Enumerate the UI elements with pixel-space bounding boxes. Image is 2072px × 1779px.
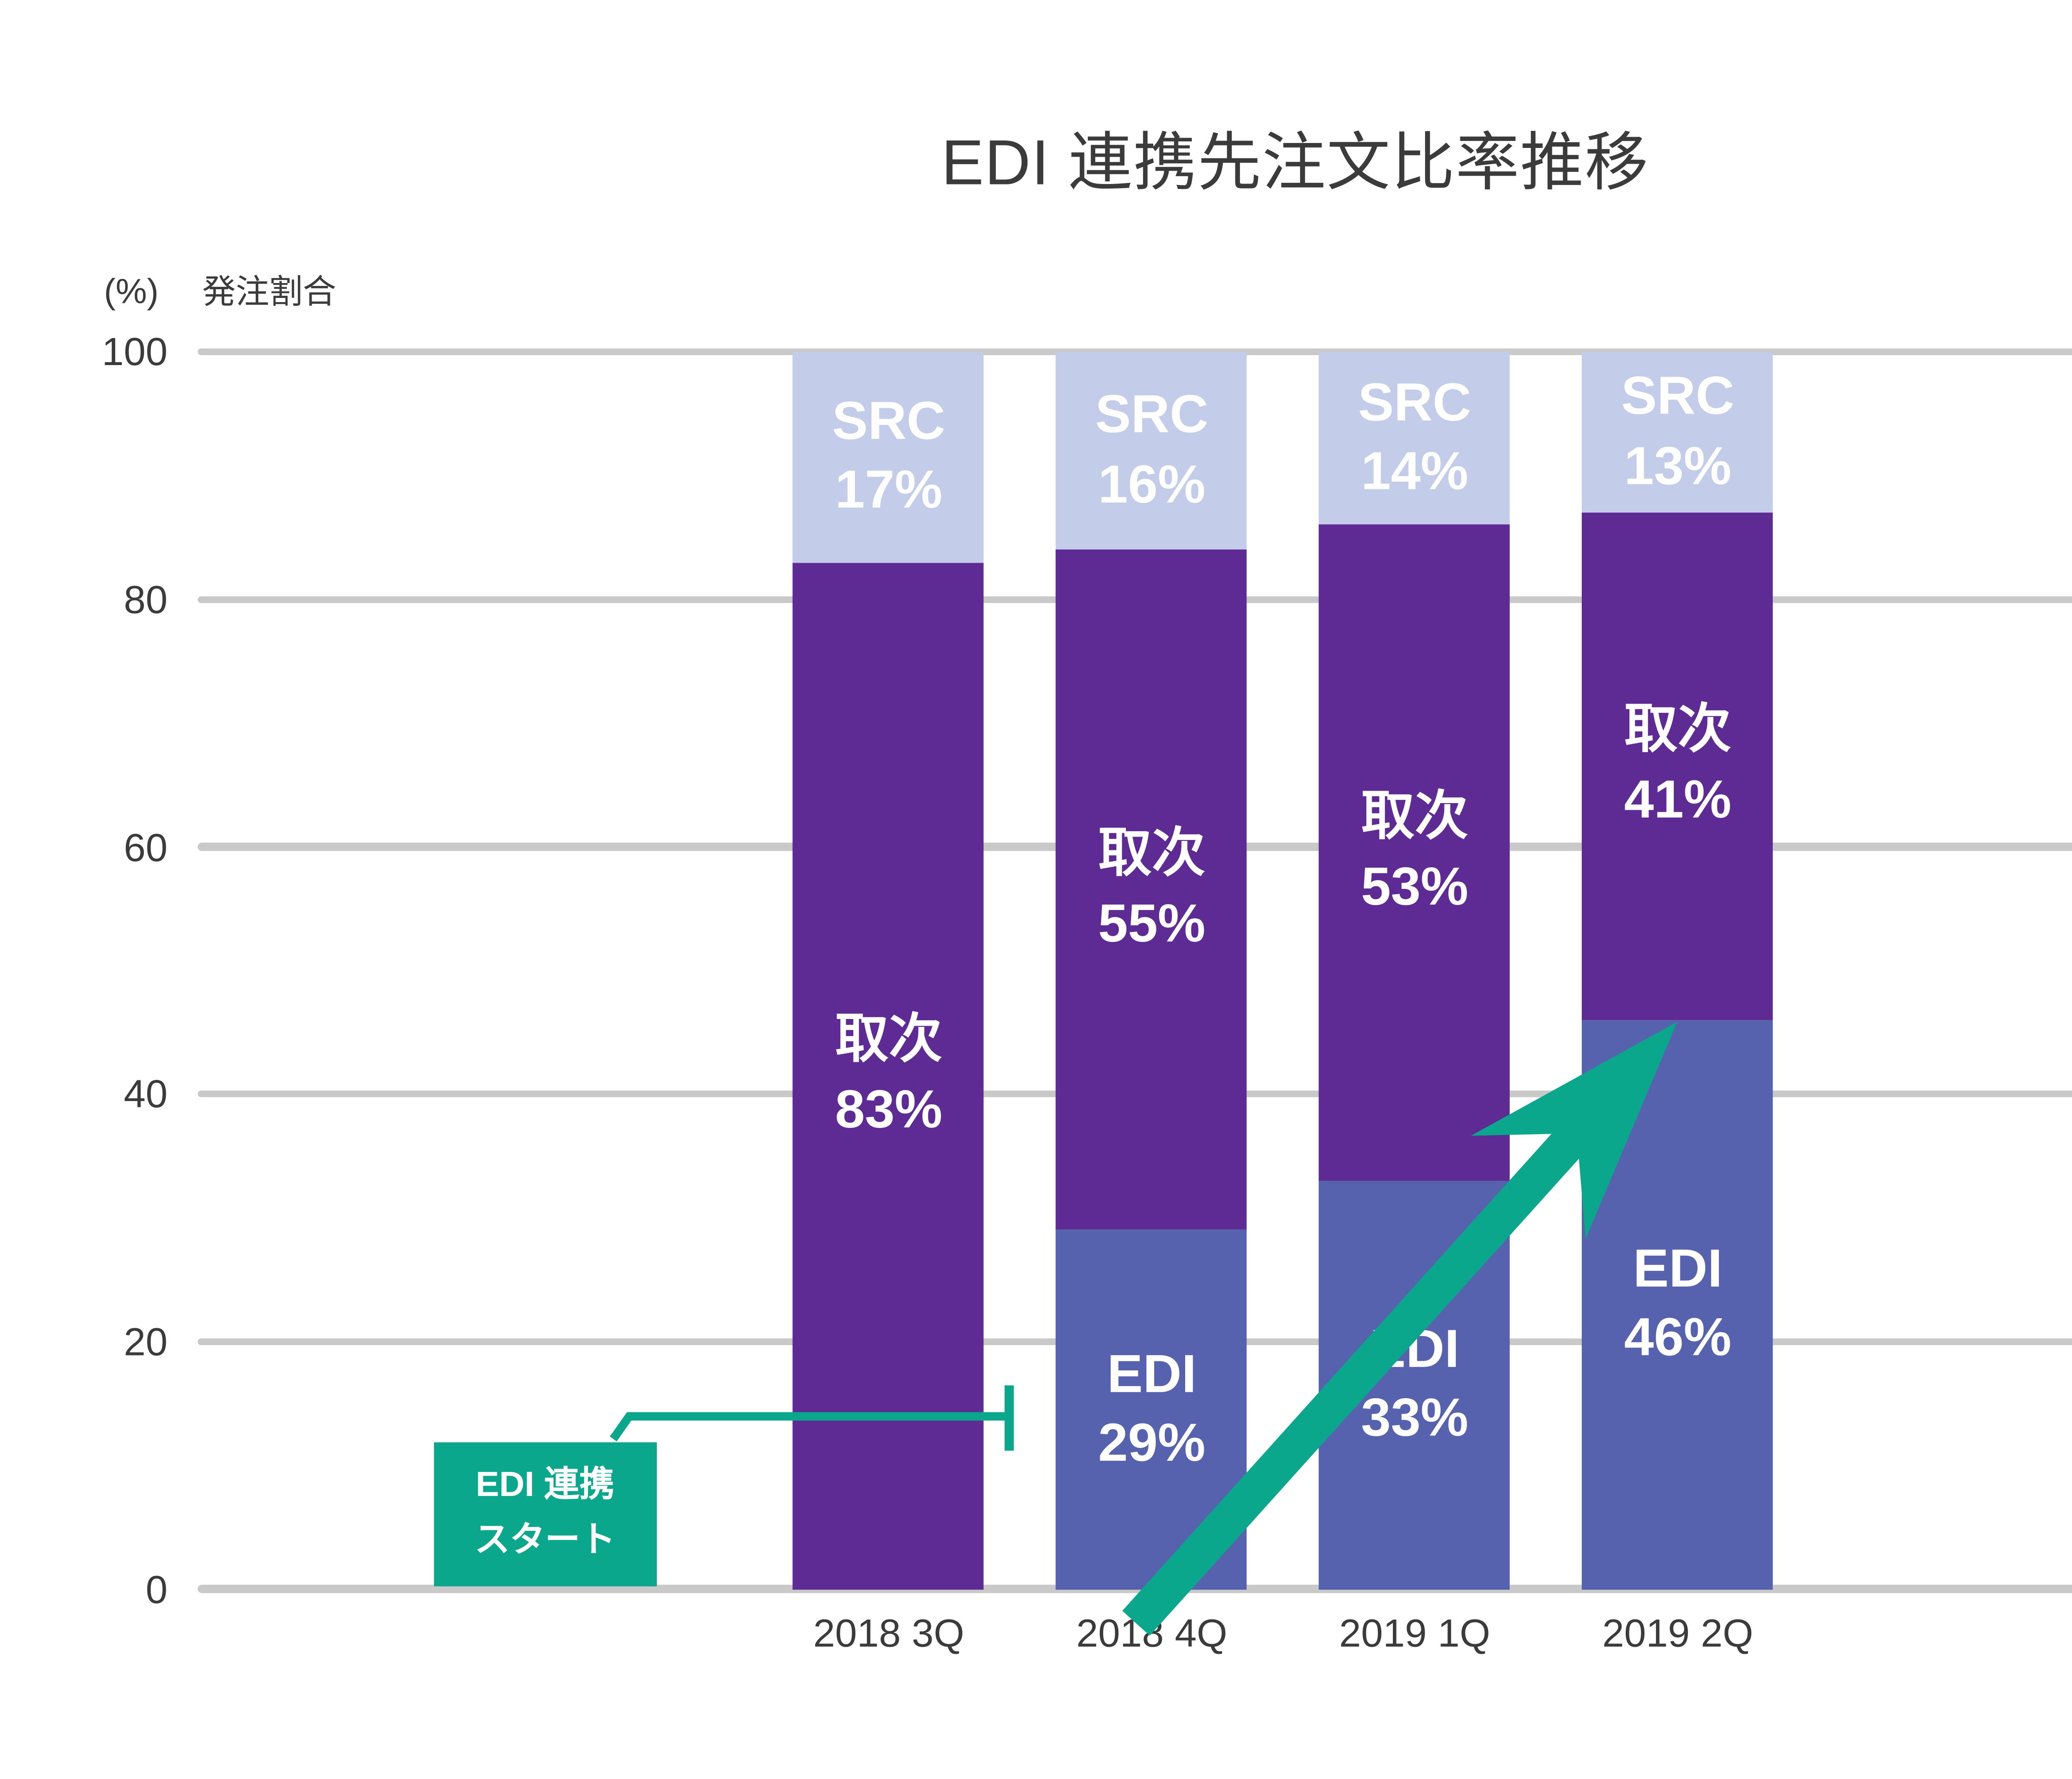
segment-value: 55% <box>1098 893 1205 953</box>
y-axis-unit-label: (%) <box>104 273 159 312</box>
y-axis-tick-label: 60 <box>123 825 168 869</box>
segment-label: SRC 14% <box>1319 368 1510 507</box>
segment-series-name: 取次 <box>1098 823 1205 883</box>
segment-value: 17% <box>835 460 943 520</box>
segment-value: 83% <box>835 1078 943 1139</box>
segment-value: 41% <box>1624 769 1732 830</box>
chart-title: EDI 連携先注文比率推移 <box>941 129 1649 200</box>
bar-segment <box>793 352 985 562</box>
segment-series-name: SRC <box>1095 384 1208 444</box>
y-axis-header: (%) 発注割合 <box>104 265 336 313</box>
segment-label: SRC 16% <box>1056 380 1247 520</box>
segment-series-name: EDI <box>1107 1343 1197 1403</box>
bar-segment <box>1582 352 1774 513</box>
segment-series-name: SRC <box>1358 371 1472 432</box>
y-axis-tick-label: 40 <box>123 1072 168 1116</box>
annotation-callout-box: EDI 連携 スタート <box>433 1442 657 1587</box>
bar-segment <box>1319 352 1510 525</box>
segment-label: EDI 33% <box>1319 1314 1510 1454</box>
segment-label: EDI 29% <box>1056 1339 1247 1479</box>
segment-value: 29% <box>1098 1412 1205 1473</box>
segment-value: 16% <box>1098 453 1205 514</box>
x-axis-tick-label: 2018 4Q <box>1076 1611 1227 1655</box>
y-axis-tick-label: 20 <box>123 1319 168 1364</box>
x-axis-tick-label: 2019 2Q <box>1602 1611 1753 1655</box>
y-axis-tick-label: 100 <box>102 330 168 374</box>
segment-value: 14% <box>1361 441 1469 502</box>
segment-series-name: 取次 <box>1624 699 1732 760</box>
segment-label: 取次 53% <box>1319 783 1510 922</box>
segment-series-name: EDI <box>1633 1237 1723 1298</box>
segment-series-name: SRC <box>1621 365 1735 426</box>
segment-value: 33% <box>1361 1387 1469 1448</box>
y-axis-tick-label: 80 <box>123 577 168 621</box>
segment-label: EDI 46% <box>1582 1234 1773 1373</box>
segment-series-name: EDI <box>1370 1318 1460 1378</box>
x-axis-tick-label: 2019 1Q <box>1339 1611 1491 1655</box>
y-axis-tick-label: 0 <box>145 1567 168 1611</box>
bar-segment <box>1056 352 1247 550</box>
segment-value: 46% <box>1624 1307 1732 1368</box>
segment-series-name: 取次 <box>835 1008 942 1069</box>
annotation-line-2: スタート <box>474 1521 616 1560</box>
segment-series-name: 取次 <box>1361 786 1469 847</box>
y-axis-title: 発注割合 <box>202 274 336 312</box>
annotation-line-1: EDI 連携 <box>475 1466 615 1505</box>
segment-value: 53% <box>1361 855 1469 916</box>
segment-value: 13% <box>1624 435 1732 496</box>
segment-label: 取次 55% <box>1056 820 1247 959</box>
segment-series-name: SRC <box>832 390 946 450</box>
segment-label: SRC 17% <box>793 387 984 526</box>
segment-label: 取次 83% <box>793 1005 984 1145</box>
segment-label: SRC 13% <box>1582 362 1773 501</box>
x-axis-tick-label: 2018 3Q <box>813 1611 964 1655</box>
segment-label: 取次 41% <box>1582 696 1773 835</box>
bar-segment <box>1582 513 1774 1020</box>
